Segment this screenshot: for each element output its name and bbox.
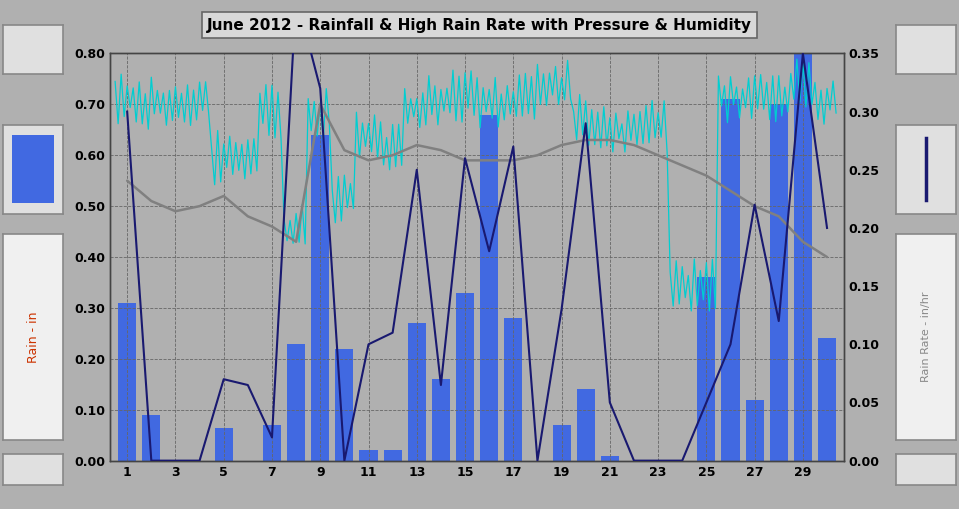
Bar xyxy=(287,344,305,461)
Bar xyxy=(263,425,281,461)
Bar xyxy=(480,115,499,461)
Bar xyxy=(142,415,160,461)
Bar xyxy=(456,293,474,461)
Bar xyxy=(697,277,715,461)
Bar xyxy=(600,456,619,461)
FancyBboxPatch shape xyxy=(12,135,55,203)
Bar xyxy=(118,303,136,461)
Text: Rain - in: Rain - in xyxy=(27,312,39,363)
Text: Rain Rate - in/hr: Rain Rate - in/hr xyxy=(921,292,931,382)
Bar xyxy=(576,389,595,461)
Bar xyxy=(770,104,787,461)
Bar xyxy=(552,425,571,461)
Bar xyxy=(408,323,426,461)
Bar xyxy=(384,450,402,461)
Text: June 2012 - Rainfall & High Rain Rate with Pressure & Humidity: June 2012 - Rainfall & High Rain Rate wi… xyxy=(207,18,752,33)
Bar xyxy=(818,338,836,461)
Bar xyxy=(745,400,763,461)
Bar xyxy=(311,135,329,461)
Bar xyxy=(336,349,354,461)
Bar xyxy=(215,428,233,461)
Bar xyxy=(794,53,812,461)
Bar xyxy=(504,318,523,461)
Bar xyxy=(432,379,450,461)
Bar xyxy=(360,450,378,461)
Bar xyxy=(721,99,739,461)
